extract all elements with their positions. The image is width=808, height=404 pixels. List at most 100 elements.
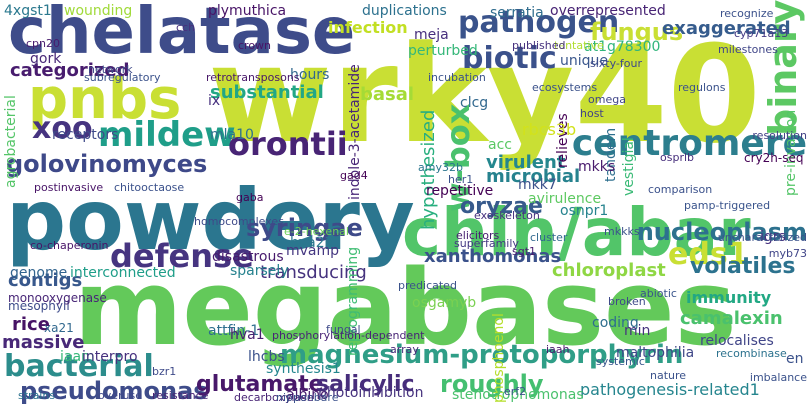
- word-osprlb: osprlb: [660, 151, 695, 164]
- word-duplications: duplications: [362, 3, 447, 19]
- word-retrotransposons: retrotransposons: [206, 71, 300, 84]
- word-interconnected: interconnected: [70, 265, 176, 281]
- word-phosphorylation-dependent: phosphorylation-dependent: [272, 329, 425, 342]
- word-subregulatory: subregulatory: [84, 71, 161, 84]
- word-transducing: transducing: [260, 262, 367, 283]
- word-abiotic: abiotic: [640, 287, 677, 300]
- word-uncharacterized: uncharacterized: [717, 231, 807, 244]
- word-at1g78300: at1g78300: [584, 39, 661, 55]
- word-rice: rice: [12, 314, 50, 335]
- word-relocalises: relocalises: [700, 333, 774, 349]
- word-myb73: myb73: [768, 247, 807, 260]
- word-osgamyb: osgamyb: [412, 295, 477, 311]
- word-oryzae: oryzae: [460, 194, 543, 219]
- word-chlh-abar: chlh/abar: [402, 194, 751, 271]
- word-e-2-hexenal: e-2-hexenal: [284, 225, 349, 238]
- word-pathogen: pathogen: [458, 5, 620, 40]
- word-sparsely: sparsely: [230, 263, 289, 279]
- word-xoo: xoo: [32, 111, 93, 146]
- word-interpro: interpro: [82, 349, 138, 365]
- word-hva1: hva1: [230, 327, 265, 343]
- word-osnpr1: osnpr1: [560, 203, 609, 219]
- word-categorized: categorized: [10, 60, 130, 81]
- word-network: network: [88, 63, 133, 76]
- word-bacterial: bacterial: [4, 349, 154, 384]
- word-mesophyll: mesophyll: [8, 299, 70, 313]
- word-resistance: resistance: [152, 389, 209, 402]
- word-chloroplast: chloroplast: [552, 260, 666, 281]
- word-orontii: orontii: [228, 125, 348, 163]
- word-contigs: contigs: [8, 270, 83, 291]
- word-golovinomyces: golovinomyces: [6, 150, 208, 178]
- word-meja: meja: [414, 27, 449, 43]
- word-postinvasive: postinvasive: [34, 181, 104, 194]
- word-bzr1: bzr1: [152, 365, 177, 378]
- word-synthesis1: synthesis1: [266, 361, 341, 377]
- word-disastrous: disastrous: [212, 249, 284, 265]
- word-microbial: microbial: [486, 166, 581, 187]
- word-camalexin: camalexin: [680, 308, 783, 329]
- word-cry2h-seq: cry2h-seq: [744, 151, 804, 165]
- word-nipponbare: nipponbare: [276, 391, 339, 404]
- word-roughly: roughly: [440, 370, 544, 398]
- word-decarboxylase: decarboxylase: [234, 391, 314, 404]
- word-agrobacterial: agrobacterial: [3, 95, 19, 188]
- word-megabases: megabases: [74, 247, 737, 369]
- word-array: array: [390, 343, 419, 356]
- word-attfin-1: attfin-1: [208, 323, 260, 339]
- word-perturbed: perturbed: [408, 43, 478, 59]
- word-virulent: virulent: [486, 152, 566, 173]
- word-recombinase: recombinase: [716, 347, 787, 360]
- word-salicylic: salicylic: [316, 372, 415, 397]
- word-omega: omega: [588, 93, 626, 106]
- word-chitooctaose: chitooctaose: [114, 181, 185, 194]
- word-pathogenesis-related1: pathogenesis-related1: [580, 380, 760, 399]
- word-cyp71a13: cyp71a13: [734, 27, 789, 40]
- word-acc: acc: [488, 137, 512, 153]
- word-mkk7: mkk7: [518, 177, 557, 193]
- word-unique: unique: [560, 53, 609, 69]
- word-gork: gork: [30, 51, 62, 67]
- word-iaam: iaam: [60, 349, 95, 365]
- word-milestones: milestones: [718, 43, 778, 56]
- word-pseudomonas: pseudomonas: [20, 377, 208, 404]
- word-crown: crown: [238, 39, 272, 52]
- word-co-chaperonin: co-chaperonin: [30, 239, 109, 252]
- word-hours: hours: [290, 67, 330, 83]
- word-clcg: clcg: [460, 95, 489, 111]
- word-imbalance: imbalance: [749, 371, 807, 384]
- word-avirulence: avirulence: [528, 191, 602, 207]
- word-superfamily: superfamily: [454, 237, 519, 250]
- word-amy32b: amy32b: [418, 161, 463, 174]
- word-coding: coding: [592, 315, 639, 331]
- word-elicitors: elicitors: [456, 229, 500, 242]
- word-homocomplexes: homocomplexes: [194, 215, 284, 228]
- word-ecosystems: ecosystems: [532, 81, 598, 94]
- word-mkkks: mkkks: [604, 225, 640, 238]
- word-pnbs: pnbs: [28, 67, 182, 132]
- word-her1: her1: [448, 173, 474, 186]
- word-recognize: recognize: [720, 7, 774, 20]
- word-centromere: centromere: [571, 123, 807, 164]
- word-volatiles: volatiles: [690, 254, 796, 279]
- word-regulons: regulons: [678, 81, 726, 94]
- word-eds1: eds1: [668, 237, 749, 272]
- word-massive: massive: [2, 332, 85, 353]
- word-xanthomonas: xanthomonas: [424, 246, 562, 267]
- word-igrs: igrs: [760, 229, 786, 245]
- word-monooxygenase: monooxygenase: [8, 291, 107, 305]
- word-sgt1: sgt1: [512, 245, 537, 258]
- word-incubation: incubation: [428, 71, 486, 84]
- word-syringae: syringae: [246, 214, 363, 242]
- word-comparison: comparison: [648, 183, 713, 196]
- word-cch: cch: [176, 21, 196, 34]
- word-cpn20: cpn20: [26, 37, 60, 50]
- word-cluster: cluster: [530, 231, 568, 244]
- word-exoskeleton: exoskeleton: [474, 209, 540, 222]
- word-sixty-four: sixty-four: [590, 57, 642, 70]
- word-tentative: tentative: [554, 39, 604, 52]
- word-mildew: mildew: [98, 115, 236, 155]
- word-overrepresented: overrepresented: [550, 3, 666, 19]
- word-photoinhibition: photoinhibition: [318, 385, 424, 401]
